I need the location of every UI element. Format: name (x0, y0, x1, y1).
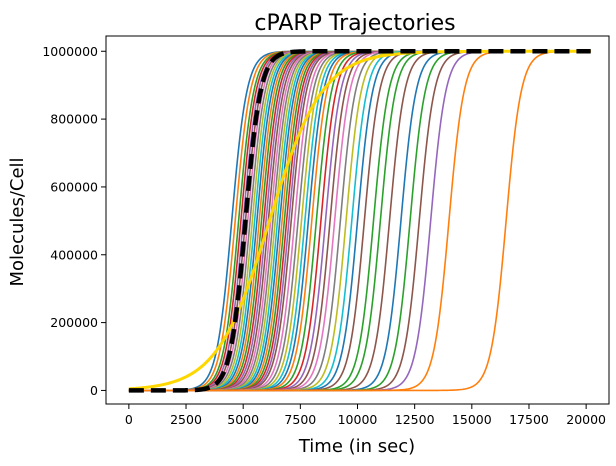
series-layer (127, 49, 592, 393)
y-tick-label: 1000000 (42, 44, 98, 59)
x-tick-label: 12500 (395, 412, 435, 427)
y-tick-label: 400000 (50, 247, 98, 262)
y-tick-label: 600000 (50, 179, 98, 194)
x-tick-label: 2500 (170, 412, 202, 427)
y-tick-label: 0 (90, 383, 98, 398)
x-tick-label: 20000 (566, 412, 606, 427)
series-line (127, 49, 592, 393)
y-axis-label: Molecules/Cell (7, 157, 28, 286)
x-tick-label: 10000 (338, 412, 378, 427)
x-tick-label: 5000 (227, 412, 259, 427)
y-tick-label: 200000 (50, 315, 98, 330)
x-tick-label: 7500 (284, 412, 316, 427)
chart-title: cPARP Trajectories (254, 11, 455, 36)
x-axis: 0 2500 5000 7500 10000 12500 15000 17500 20000 (125, 404, 606, 427)
y-tick-label: 800000 (50, 112, 98, 127)
x-tick-label: 17500 (509, 412, 549, 427)
y-axis: 0 200000 400000 600000 800000 1000000 (42, 44, 106, 398)
x-tick-label: 0 (125, 412, 133, 427)
x-axis-label: Time (in sec) (298, 436, 415, 457)
x-tick-label: 15000 (452, 412, 492, 427)
